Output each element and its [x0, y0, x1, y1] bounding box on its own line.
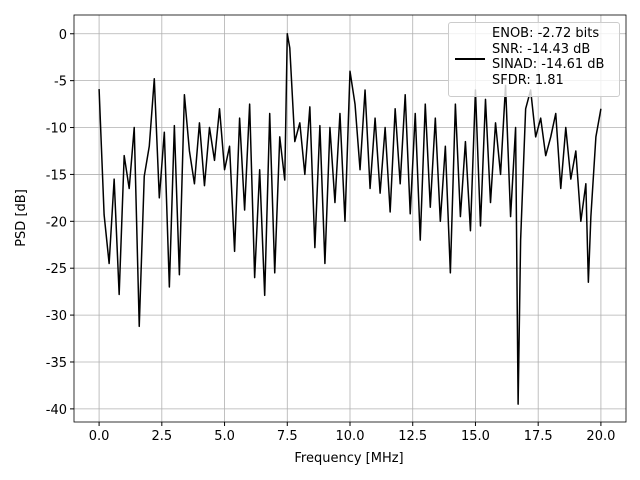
y-tick-label: -5	[54, 75, 67, 90]
y-tick-label: -20	[46, 215, 67, 230]
y-tick-label: -25	[46, 262, 67, 277]
y-axis-label: PSD [dB]	[14, 189, 29, 247]
x-tick-label: 15.0	[461, 429, 490, 444]
y-tick-label: -15	[46, 168, 67, 183]
y-tick-label: -35	[46, 356, 67, 371]
y-tick-label: -40	[46, 403, 67, 418]
legend: ENOB: -2.72 bits SNR: -14.43 dB SINAD: -…	[448, 22, 620, 97]
x-tick-label: 7.5	[277, 429, 298, 444]
x-tick-label: 10.0	[336, 429, 365, 444]
x-tick-label: 5.0	[214, 429, 235, 444]
y-tick-label: -10	[46, 122, 67, 137]
legend-swatch	[455, 58, 485, 60]
x-axis-label: Frequency [MHz]	[294, 451, 403, 466]
y-tick-label: 0	[59, 28, 67, 43]
x-tick-label: 12.5	[398, 429, 427, 444]
x-tick-label: 20.0	[586, 429, 615, 444]
series-line	[98, 33, 602, 405]
y-tick-label: -30	[46, 309, 67, 324]
plot-frame	[73, 14, 627, 423]
x-tick-label: 17.5	[524, 429, 553, 444]
x-tick-label: 2.5	[151, 429, 172, 444]
x-tick-label: 0.0	[89, 429, 110, 444]
legend-label: ENOB: -2.72 bits SNR: -14.43 dB SINAD: -…	[492, 26, 605, 88]
